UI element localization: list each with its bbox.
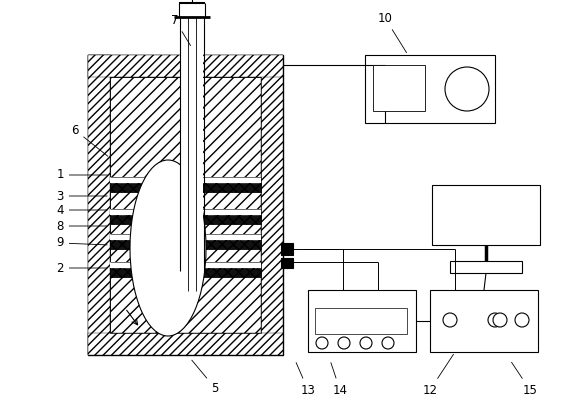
Bar <box>110 268 261 277</box>
Ellipse shape <box>130 160 206 336</box>
Bar <box>281 258 293 268</box>
Bar <box>88 55 110 355</box>
Circle shape <box>382 337 394 349</box>
Circle shape <box>316 337 328 349</box>
Text: 3: 3 <box>56 189 107 202</box>
Bar <box>432 185 540 245</box>
Bar <box>365 55 495 123</box>
Text: 15: 15 <box>511 362 538 396</box>
Bar <box>110 183 261 192</box>
Text: 6: 6 <box>71 124 108 156</box>
Bar <box>430 290 538 352</box>
Bar <box>110 215 261 224</box>
Text: 2: 2 <box>56 261 107 274</box>
Bar <box>110 77 261 333</box>
Bar <box>110 262 261 268</box>
Bar <box>110 240 261 249</box>
Text: 13: 13 <box>296 362 315 396</box>
Circle shape <box>338 337 350 349</box>
Text: 14: 14 <box>331 363 348 396</box>
Bar <box>450 261 522 273</box>
Text: 1: 1 <box>56 168 107 181</box>
Circle shape <box>515 313 529 327</box>
Bar <box>88 333 283 355</box>
Bar <box>181 17 203 271</box>
Text: 5: 5 <box>192 360 219 394</box>
Text: 4: 4 <box>56 204 107 217</box>
Circle shape <box>488 313 502 327</box>
Text: 7: 7 <box>171 13 191 46</box>
Circle shape <box>445 67 489 111</box>
Bar <box>88 55 283 77</box>
Bar <box>281 243 293 255</box>
Circle shape <box>443 313 457 327</box>
Bar <box>373 65 425 111</box>
Text: 8: 8 <box>56 219 107 232</box>
Circle shape <box>493 313 507 327</box>
Text: 9: 9 <box>56 236 107 250</box>
Circle shape <box>360 337 372 349</box>
Bar <box>110 177 261 183</box>
Bar <box>261 55 283 355</box>
Bar <box>110 234 261 240</box>
Bar <box>315 308 407 334</box>
Bar <box>308 290 416 352</box>
Bar <box>189 17 195 291</box>
Text: 12: 12 <box>422 354 454 396</box>
Bar <box>88 55 283 355</box>
Bar <box>110 209 261 215</box>
Text: 10: 10 <box>378 11 407 53</box>
